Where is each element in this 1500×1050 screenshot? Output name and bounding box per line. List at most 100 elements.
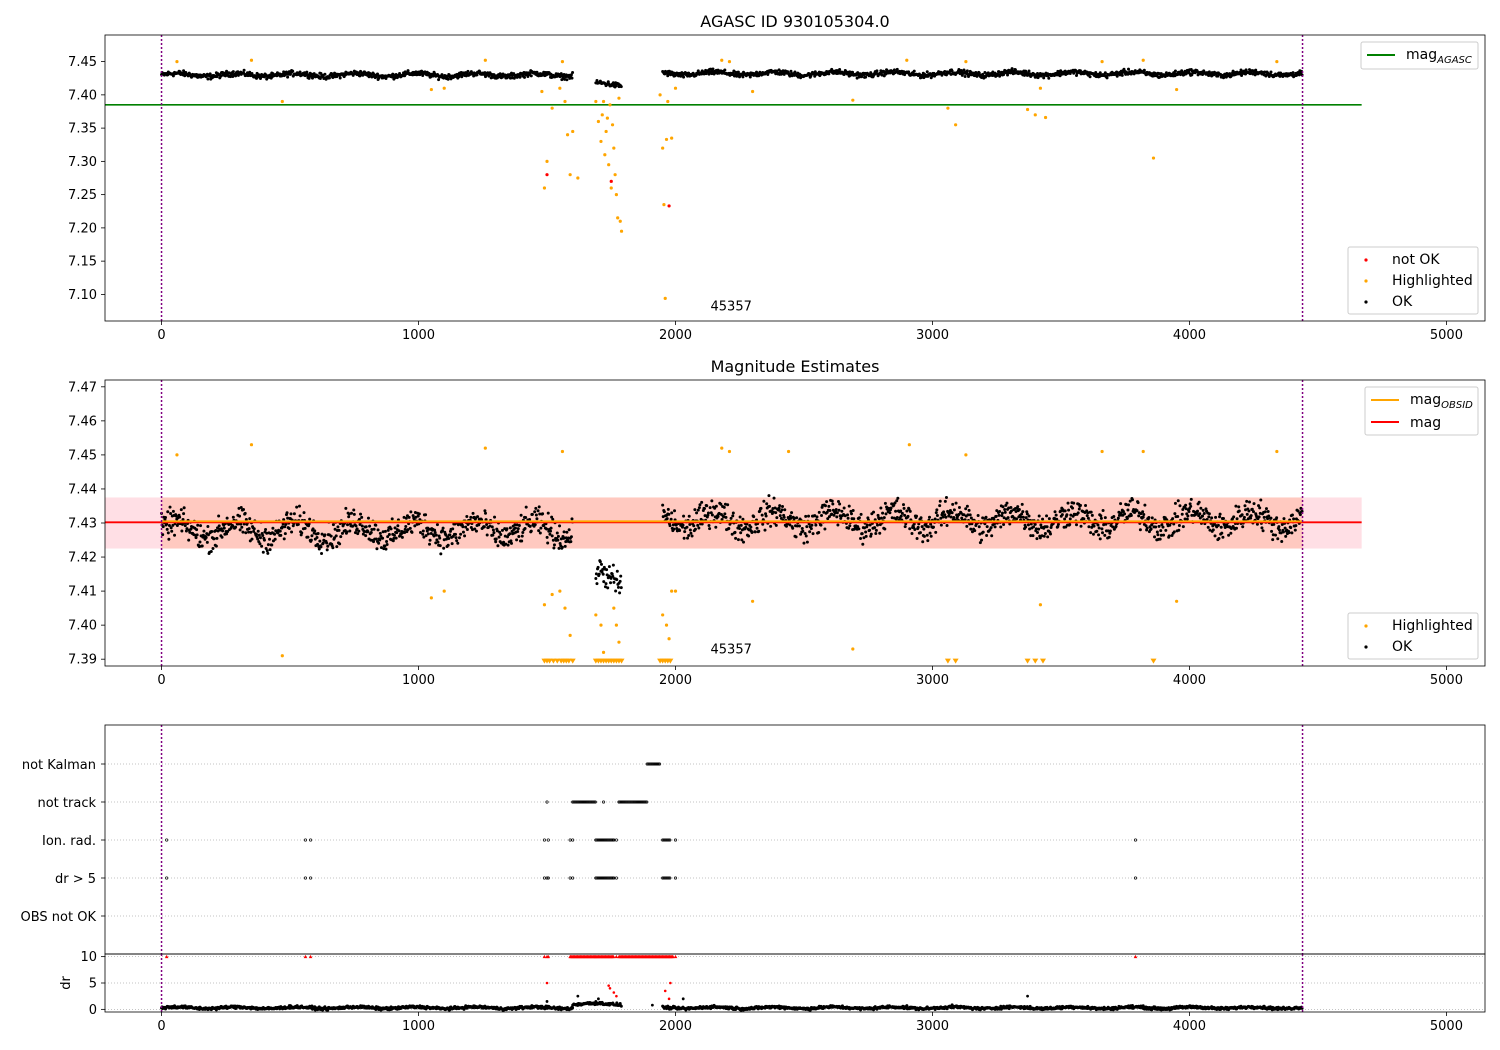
ok-point xyxy=(739,531,743,535)
ok-point xyxy=(352,512,356,516)
ok-point xyxy=(426,532,430,536)
ok-point xyxy=(1206,525,1210,529)
ok-point xyxy=(397,529,401,533)
ok-point xyxy=(524,505,528,509)
ok-point xyxy=(716,515,720,519)
ok-point xyxy=(817,510,821,514)
panel1-legend-bottom: not OK Highlighted OK xyxy=(1347,246,1479,315)
ok-point xyxy=(1214,515,1218,519)
ok-point xyxy=(918,531,922,535)
highlighted-point xyxy=(540,89,544,94)
ok-point xyxy=(1201,508,1205,512)
ok-point xyxy=(260,544,264,548)
ok-point xyxy=(346,523,350,527)
ok-point xyxy=(257,533,261,537)
ok-point xyxy=(1234,526,1238,530)
ok-point xyxy=(205,540,209,544)
ok-point xyxy=(731,511,735,515)
ok-point xyxy=(261,533,265,537)
ok-point xyxy=(568,76,572,80)
ok-point xyxy=(782,515,786,519)
ok-point xyxy=(447,537,451,541)
ok-point xyxy=(534,513,538,517)
ok-point xyxy=(1189,504,1193,508)
ok-point xyxy=(374,523,378,527)
ok-point xyxy=(1089,510,1093,514)
ok-point xyxy=(612,580,616,584)
ok-point xyxy=(666,507,670,511)
ok-point xyxy=(323,533,327,537)
ok-point xyxy=(508,526,512,530)
highlighted-point xyxy=(558,86,562,90)
ok-point xyxy=(226,530,230,534)
ok-point xyxy=(1243,504,1247,508)
ok-point xyxy=(347,515,351,519)
ok-point xyxy=(1137,514,1141,518)
ok-point xyxy=(1010,67,1014,71)
ok-point xyxy=(999,525,1003,529)
ok-point xyxy=(952,508,956,512)
ok-point xyxy=(214,529,218,533)
ok-point xyxy=(287,526,291,530)
obsid-annotation: 45357 xyxy=(711,642,752,657)
ok-point xyxy=(212,537,216,541)
ok-point xyxy=(161,525,165,529)
ok-point xyxy=(1000,514,1004,518)
legend-label-ok-2: OK xyxy=(1392,639,1413,655)
ok-point xyxy=(595,582,599,586)
ok-point xyxy=(750,530,754,534)
ok-point xyxy=(546,511,550,515)
ok-point xyxy=(859,536,863,540)
ok-point xyxy=(943,70,947,74)
ok-point xyxy=(1002,523,1006,527)
ok-point xyxy=(742,540,746,544)
ok-point xyxy=(389,527,393,531)
y-tick-label: 7.15 xyxy=(68,255,97,270)
ok-point xyxy=(749,525,753,529)
ok-point xyxy=(331,546,335,550)
ok-point xyxy=(1269,516,1273,520)
flag-row-label: dr > 5 xyxy=(55,872,96,887)
highlighted-point xyxy=(609,186,613,190)
ok-point xyxy=(421,529,425,533)
ok-point xyxy=(273,537,277,541)
ok-point xyxy=(1142,512,1146,516)
highlighted-below-marker xyxy=(1032,658,1039,664)
ok-point xyxy=(248,70,252,74)
highlighted-point xyxy=(946,106,950,110)
ok-point xyxy=(1130,498,1134,502)
ok-point xyxy=(376,528,380,532)
ok-point xyxy=(1202,512,1206,516)
ok-point xyxy=(1173,512,1177,516)
highlighted-point xyxy=(616,216,620,220)
ok-point xyxy=(1016,505,1020,509)
ok-point xyxy=(878,531,882,535)
highlighted-point xyxy=(750,89,755,94)
ok-point xyxy=(270,543,274,547)
ok-point xyxy=(789,69,793,73)
ok-point xyxy=(1024,525,1028,529)
ok-point xyxy=(842,506,846,510)
ok-point xyxy=(1126,508,1130,512)
ok-point xyxy=(1276,537,1280,541)
ok-point xyxy=(615,569,619,573)
ok-point xyxy=(529,529,533,533)
ok-point xyxy=(900,511,904,515)
ok-point xyxy=(482,525,486,529)
ok-point xyxy=(1172,530,1176,534)
ok-point xyxy=(1173,69,1177,73)
ok-point xyxy=(446,77,450,81)
highlighted-below-marker xyxy=(569,658,576,664)
ok-point xyxy=(256,529,260,533)
highlighted-point xyxy=(617,96,621,100)
ok-point xyxy=(980,538,984,542)
ok-point xyxy=(229,75,233,79)
ok-point xyxy=(570,76,574,80)
ok-point xyxy=(1035,530,1039,534)
ok-point xyxy=(357,529,361,533)
ok-point xyxy=(325,541,329,545)
ok-point xyxy=(1056,522,1060,526)
ok-point xyxy=(764,514,768,518)
ok-point xyxy=(216,529,220,533)
ok-point xyxy=(753,530,757,534)
